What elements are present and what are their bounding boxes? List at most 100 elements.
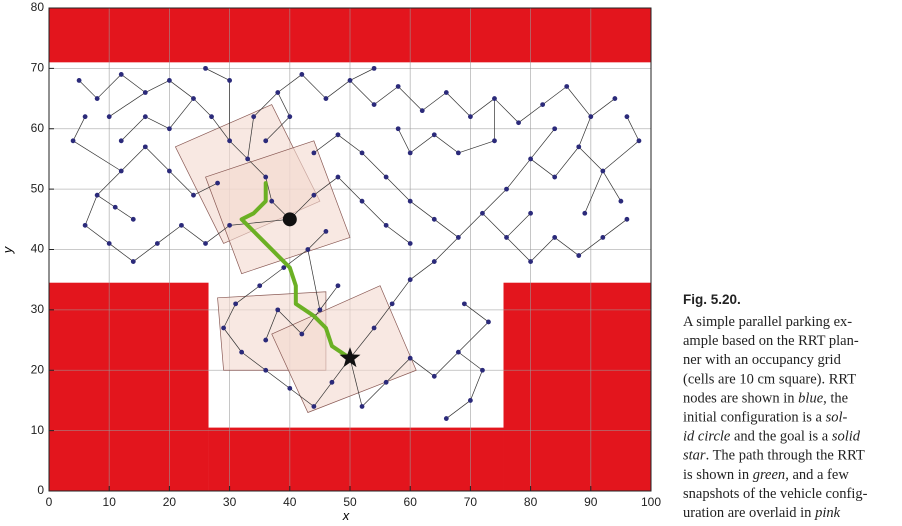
tree-edge: [259, 267, 284, 287]
tree-edge: [229, 218, 290, 226]
caption-run: solid: [832, 429, 861, 445]
tree-edge: [506, 213, 531, 238]
tree-edge: [120, 116, 146, 142]
tree-node: [576, 144, 582, 150]
tree-node: [118, 138, 124, 144]
caption-run: green: [753, 467, 785, 483]
plot-frame: [48, 7, 652, 492]
tree-node: [431, 132, 437, 138]
tree-node: [203, 65, 208, 71]
tree-edge: [223, 327, 242, 353]
tree-node: [215, 180, 220, 186]
tree-node: [287, 114, 293, 120]
tree-edge: [584, 170, 604, 214]
y-tick-label: 0: [37, 483, 44, 497]
tree-node: [311, 192, 317, 198]
tree-edge: [554, 146, 580, 178]
tree-node: [612, 96, 618, 101]
x-tick-label: 70: [464, 495, 478, 509]
tree-node: [130, 259, 136, 264]
tree-node: [263, 367, 269, 373]
tree-node: [179, 222, 184, 228]
tree-edge: [181, 225, 206, 244]
tree-edge: [145, 116, 170, 130]
y-tick-label: 10: [31, 423, 45, 437]
x-axis-label: x: [342, 508, 350, 523]
caption-line: snapshots of the vehicle config-: [683, 486, 868, 502]
tree-node: [142, 90, 148, 95]
tree-node: [383, 379, 389, 385]
tree-node: [347, 78, 353, 83]
tree-edge: [566, 86, 592, 117]
tree-node: [263, 138, 269, 144]
tree-node: [245, 156, 251, 162]
tree-edge: [373, 86, 399, 105]
y-tick-label: 30: [31, 302, 45, 316]
x-tick-label: 60: [404, 495, 418, 509]
tree-node: [263, 174, 269, 180]
tree-edge: [530, 158, 555, 178]
tree-edge: [193, 98, 212, 117]
caption-run: ner with an occupancy grid: [683, 352, 842, 368]
tree-edge: [434, 219, 459, 238]
tree-edge: [265, 176, 273, 202]
tree-edge: [530, 128, 555, 160]
tree-node: [618, 198, 624, 204]
tree-edge: [337, 134, 363, 154]
caption-run: . The path through the RRT: [706, 448, 865, 464]
x-tick-label: 40: [283, 495, 297, 509]
tree-node: [335, 283, 341, 289]
caption-run: star: [683, 448, 706, 464]
tree-node: [624, 216, 630, 222]
tree-node: [269, 198, 275, 204]
tree-node: [486, 319, 491, 325]
caption-run: , the: [823, 390, 848, 406]
tree-edge: [211, 116, 230, 142]
tree-edge: [96, 194, 116, 208]
tree-node: [257, 283, 263, 289]
tree-node: [480, 367, 485, 373]
tree-edge: [397, 128, 411, 154]
start-configuration: [282, 212, 297, 227]
caption-line: star. The path through the RRT: [683, 448, 865, 464]
tree-edge: [72, 116, 86, 141]
obstacle: [503, 282, 651, 491]
tree-node: [335, 132, 341, 138]
tree-edge: [289, 388, 315, 407]
tree-node: [455, 150, 461, 156]
tree-node: [552, 174, 558, 180]
y-axis-label: y: [0, 245, 15, 254]
tree-node: [167, 126, 172, 132]
tree-node: [359, 198, 365, 204]
tree-node: [492, 96, 497, 101]
tree-node: [407, 241, 413, 246]
tree-edge: [325, 80, 351, 99]
caption-line: (cells are 10 cm square). RRT: [683, 371, 856, 387]
tree-node: [504, 235, 509, 240]
tree-edge: [434, 351, 459, 377]
tree-edge: [470, 98, 495, 117]
tree-node: [239, 349, 245, 355]
tree-edge: [482, 213, 507, 238]
tree-node: [311, 150, 317, 156]
tree-node: [275, 90, 281, 95]
tree-node: [419, 108, 425, 114]
tree-edge: [205, 68, 230, 81]
tree-edge: [422, 92, 447, 111]
tree-node: [540, 102, 546, 107]
tree-node: [407, 355, 413, 361]
tree-edge: [361, 152, 387, 178]
tree-edge: [578, 146, 604, 172]
tree-node: [564, 84, 570, 89]
tree-edge: [319, 285, 339, 311]
tree-edge: [554, 237, 579, 256]
tree-edge: [120, 146, 146, 172]
tree-node: [455, 349, 461, 355]
caption-line: ner with an occupancy grid: [683, 352, 842, 368]
tree-edge: [265, 309, 279, 341]
tree-edge: [446, 92, 471, 117]
tree-edge: [542, 86, 567, 105]
tree-node: [552, 235, 558, 240]
tree-edge: [385, 176, 411, 202]
tree-edge: [602, 219, 628, 238]
